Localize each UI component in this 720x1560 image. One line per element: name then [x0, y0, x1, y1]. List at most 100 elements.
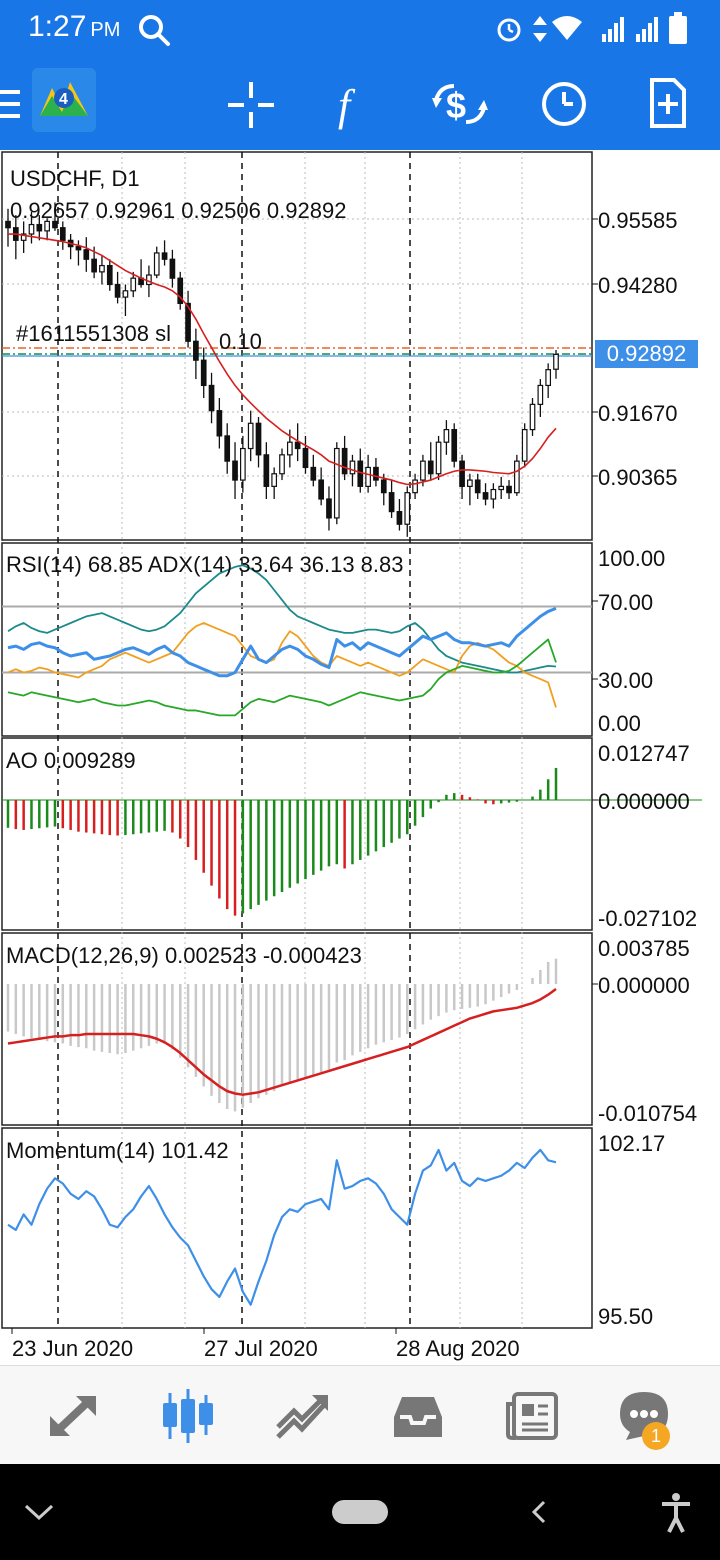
candle-body: [130, 277, 137, 292]
candle-body: [396, 511, 403, 525]
order-label[interactable]: #1611551308 sl: [16, 321, 171, 346]
candle-body: [373, 466, 379, 481]
price-axis-label: 0.90365: [598, 465, 678, 490]
candle-body: [255, 422, 262, 456]
macd-axis-label: 0.003785: [598, 936, 690, 961]
home-pill[interactable]: [332, 1500, 388, 1524]
status-bar: 1:27 PM: [0, 0, 720, 58]
ohlc-label: 0.92657 0.92961 0.92506 0.92892: [10, 198, 347, 223]
price-axis-label: 0.94280: [598, 273, 678, 298]
macd-label: MACD(12,26,9) 0.002523 -0.000423: [6, 943, 362, 968]
candle-body: [224, 435, 231, 462]
menu-icon[interactable]: [0, 88, 22, 120]
nav-quotes[interactable]: [34, 1376, 114, 1456]
candle-body: [545, 369, 552, 387]
nav-history[interactable]: [378, 1376, 458, 1456]
candle-body: [365, 466, 371, 487]
nav-chart[interactable]: [148, 1376, 228, 1456]
candle-body: [459, 460, 465, 487]
rsi-axis-label: 30.00: [598, 668, 654, 693]
candle-body: [482, 492, 489, 500]
panel-frame: [1, 1127, 593, 1329]
momentum-line: [7, 1148, 557, 1306]
history-icon: [394, 1397, 442, 1437]
candle-body: [357, 460, 364, 487]
candle-body: [83, 249, 90, 260]
candle-body: [169, 258, 176, 279]
candle-body: [420, 460, 426, 481]
candle-body: [474, 479, 481, 494]
back-icon[interactable]: [530, 1498, 550, 1526]
candle-body: [36, 223, 43, 232]
rsi-axis-label: 0.00: [598, 711, 641, 736]
candle-body: [310, 466, 317, 481]
candle-body: [263, 454, 270, 487]
plus-di-line: [7, 622, 557, 708]
new-document-icon[interactable]: [648, 78, 688, 128]
app-logo[interactable]: 4: [32, 68, 96, 132]
candle-body: [537, 384, 544, 405]
candle-body: [122, 290, 129, 298]
candle-body: [20, 233, 27, 241]
chart-icon: [163, 1389, 213, 1443]
macd-signal-line: [7, 988, 557, 1096]
candle-body: [200, 359, 207, 387]
moving-average-line: [8, 233, 557, 486]
panel-frame: [1, 151, 593, 541]
candle-body: [467, 479, 473, 487]
candle-body: [490, 488, 497, 500]
chevron-down-icon[interactable]: [24, 1502, 54, 1522]
data-arrows-icon: [533, 16, 547, 42]
search-icon[interactable]: [136, 12, 172, 48]
candle-body: [412, 479, 418, 494]
current-price-tag: 0.92892: [595, 340, 698, 368]
candle-body: [333, 447, 340, 519]
candle-body: [521, 428, 528, 462]
ao-label: AO 0.009289: [6, 748, 136, 773]
svg-text:4: 4: [59, 91, 68, 108]
candle-body: [404, 492, 411, 525]
adx-line: [7, 564, 557, 674]
candle-body: [247, 422, 254, 450]
date-axis-label: 23 Jun 2020: [12, 1336, 134, 1361]
chart-canvas[interactable]: [0, 150, 720, 1365]
candle-body: [153, 252, 160, 276]
candle-body: [91, 258, 97, 273]
candle-body: [99, 264, 105, 273]
indicator-f-icon[interactable]: f: [334, 78, 374, 130]
candle-body: [427, 460, 434, 475]
chart-area[interactable]: [0, 150, 720, 1365]
crosshair-icon[interactable]: [226, 80, 276, 130]
candle-body: [44, 220, 50, 232]
momentum-label: Momentum(14) 101.42: [6, 1138, 229, 1163]
candle-body: [28, 223, 35, 235]
nav-news[interactable]: [492, 1376, 572, 1456]
candle-body: [106, 264, 113, 286]
symbol-label: USDCHF, D1: [10, 166, 140, 191]
momentum-axis-label: 95.50: [598, 1304, 654, 1329]
candle-body: [161, 252, 168, 260]
candle-body: [349, 460, 356, 475]
candle-body: [318, 479, 324, 500]
svg-text:f: f: [338, 81, 356, 130]
rsi-axis-label: 70.00: [598, 590, 654, 615]
candle-body: [443, 428, 450, 443]
svg-text:$: $: [446, 85, 466, 126]
ao-axis-label: -0.027102: [598, 906, 698, 931]
candle-body: [279, 454, 285, 475]
clock-icon[interactable]: [540, 80, 588, 128]
battery-icon: [669, 12, 687, 44]
nav-trade[interactable]: [262, 1376, 342, 1456]
trade-dollar-icon[interactable]: $: [432, 78, 488, 130]
candle-body: [52, 220, 58, 229]
accessibility-icon[interactable]: [658, 1492, 694, 1534]
candle-body: [216, 410, 223, 437]
news-icon: [506, 1392, 558, 1440]
panel-frame: [1, 737, 593, 931]
nav-chat[interactable]: 1: [604, 1376, 684, 1456]
candle-body: [388, 492, 395, 513]
system-nav-bar: [0, 1464, 720, 1560]
price-axis-label: 0.91670: [598, 401, 678, 426]
candle-body: [193, 340, 199, 361]
candle-body: [380, 479, 387, 494]
